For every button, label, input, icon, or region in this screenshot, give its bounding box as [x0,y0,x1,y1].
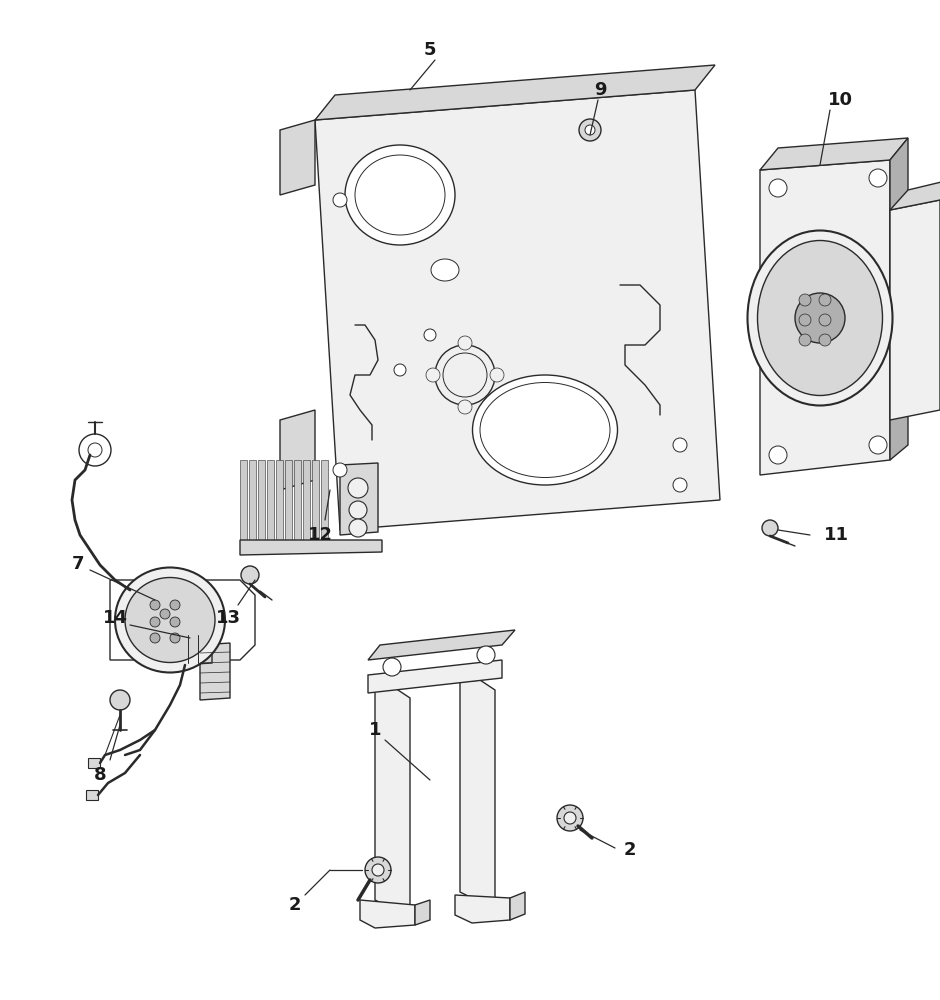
Ellipse shape [355,155,445,235]
Circle shape [869,436,887,454]
Circle shape [383,658,401,676]
Polygon shape [760,138,908,170]
Text: 13: 13 [215,609,241,627]
Polygon shape [368,630,515,660]
Ellipse shape [431,259,459,281]
Circle shape [579,119,601,141]
Polygon shape [315,90,720,530]
Ellipse shape [345,145,455,245]
Text: 2: 2 [289,896,301,914]
Text: 2: 2 [624,841,636,859]
Ellipse shape [747,231,892,406]
Circle shape [557,805,583,831]
Circle shape [477,646,495,664]
Text: 1: 1 [368,721,382,739]
Circle shape [564,812,576,824]
Circle shape [170,617,180,627]
Polygon shape [280,120,315,195]
Text: 12: 12 [307,526,333,544]
Circle shape [799,294,811,306]
Polygon shape [276,460,283,540]
Ellipse shape [473,375,618,485]
Circle shape [150,633,160,643]
Polygon shape [760,160,890,475]
Polygon shape [375,688,410,910]
Circle shape [762,520,778,536]
Circle shape [490,368,504,382]
Ellipse shape [125,578,215,662]
Circle shape [170,600,180,610]
Circle shape [769,179,787,197]
Polygon shape [890,200,940,420]
Polygon shape [267,460,274,540]
Polygon shape [285,460,292,540]
Polygon shape [340,463,378,535]
Polygon shape [368,660,502,693]
Circle shape [819,334,831,346]
Circle shape [869,169,887,187]
Circle shape [443,353,487,397]
Polygon shape [258,460,265,540]
Polygon shape [280,410,315,490]
Circle shape [819,314,831,326]
Circle shape [769,446,787,464]
Text: 8: 8 [94,766,106,784]
Circle shape [458,336,472,350]
Polygon shape [510,892,525,920]
Polygon shape [321,460,328,540]
Text: 7: 7 [71,555,85,573]
Circle shape [110,690,130,710]
Circle shape [333,193,347,207]
Circle shape [799,314,811,326]
Text: 11: 11 [823,526,849,544]
Circle shape [673,478,687,492]
Circle shape [795,293,845,343]
Polygon shape [180,633,212,665]
Circle shape [365,857,391,883]
Polygon shape [303,460,310,540]
Circle shape [426,368,440,382]
Polygon shape [890,138,908,460]
Text: 14: 14 [102,609,128,627]
Circle shape [349,501,367,519]
Circle shape [160,609,170,619]
Text: 9: 9 [594,81,606,99]
Polygon shape [294,460,301,540]
Polygon shape [890,178,940,210]
Circle shape [673,438,687,452]
Circle shape [372,864,384,876]
Circle shape [424,329,436,341]
Circle shape [394,364,406,376]
Polygon shape [312,460,319,540]
Circle shape [241,566,259,584]
Polygon shape [360,900,415,928]
Circle shape [819,294,831,306]
Circle shape [799,334,811,346]
Text: 5: 5 [424,41,436,59]
Polygon shape [240,540,382,555]
Polygon shape [415,900,430,925]
Polygon shape [455,895,510,923]
Polygon shape [315,65,715,120]
Polygon shape [249,460,256,540]
Circle shape [170,633,180,643]
Polygon shape [460,680,495,902]
Circle shape [585,125,595,135]
Polygon shape [86,790,98,800]
Polygon shape [240,460,247,540]
Polygon shape [200,643,230,700]
Circle shape [333,463,347,477]
Circle shape [150,600,160,610]
Circle shape [150,617,160,627]
Circle shape [458,400,472,414]
Circle shape [435,345,495,405]
Ellipse shape [758,240,883,395]
Circle shape [348,478,368,498]
Polygon shape [88,758,100,768]
Ellipse shape [115,568,225,672]
Circle shape [349,519,367,537]
Circle shape [454,354,466,366]
Text: 10: 10 [827,91,853,109]
